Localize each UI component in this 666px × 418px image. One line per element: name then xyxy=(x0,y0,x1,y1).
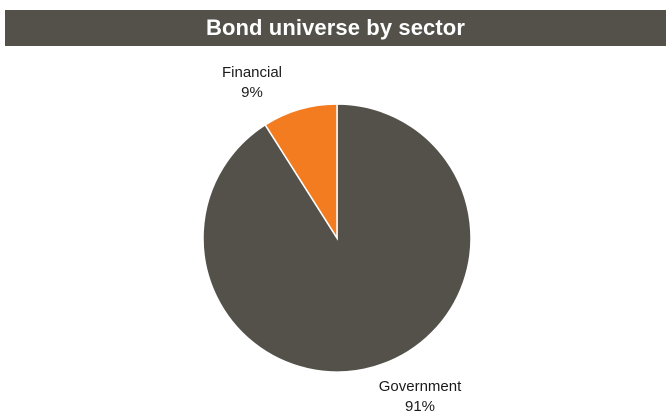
pie-slices xyxy=(202,103,472,373)
slice-label-financial-value: 9% xyxy=(241,84,263,101)
slice-label-financial-name: Financial xyxy=(222,64,282,81)
chart-title-bar: Bond universe by sector xyxy=(5,10,666,46)
pie-slice-financial xyxy=(264,103,338,241)
slice-label-financial: Financial 9% xyxy=(222,64,282,101)
slice-label-government-name: Government xyxy=(379,378,462,395)
slice-label-government-value: 91% xyxy=(405,398,435,415)
slice-label-government: Government 91% xyxy=(379,378,462,415)
chart-title: Bond universe by sector xyxy=(205,15,466,40)
